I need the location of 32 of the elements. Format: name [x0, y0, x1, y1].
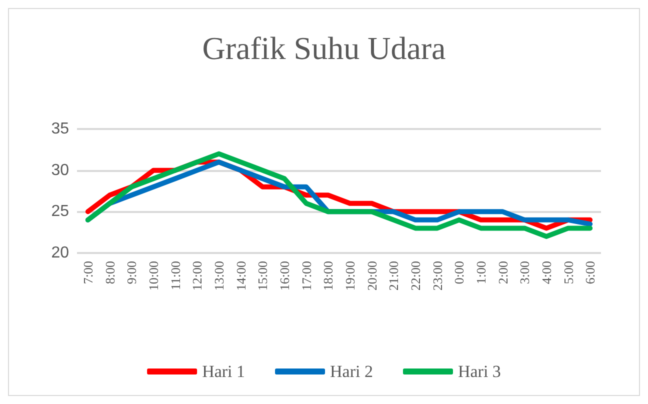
x-tick-label: 8:00 [102, 261, 118, 284]
x-tick-label: 20:00 [364, 261, 380, 291]
x-tick-label: 9:00 [124, 261, 140, 284]
x-tick-label: 15:00 [255, 261, 270, 291]
x-tick-label: 11:00 [168, 261, 183, 290]
x-tick-label: 5:00 [560, 261, 576, 284]
x-tick-label: 19:00 [342, 261, 358, 291]
legend-label: Hari 1 [202, 362, 246, 381]
x-tick-label: 14:00 [233, 261, 248, 291]
x-tick-label: 6:00 [582, 261, 598, 284]
x-tick-label: 16:00 [276, 261, 292, 291]
x-tick-label: 13:00 [211, 261, 226, 291]
x-tick-label: 23:00 [430, 261, 445, 291]
x-tick-label: 17:00 [298, 261, 314, 291]
x-tick-label: 7:00 [80, 261, 96, 284]
y-tick-label: 30 [51, 162, 70, 179]
chart-title: Grafik Suhu Udara [202, 30, 446, 66]
legend-label: Hari 2 [330, 362, 373, 381]
x-tick-label: 2:00 [495, 261, 510, 284]
x-tick-label: 10:00 [146, 261, 161, 291]
y-tick-label: 35 [51, 120, 70, 138]
legend-label: Hari 3 [458, 362, 501, 381]
y-tick-label: 25 [51, 203, 70, 220]
y-tick-label: 20 [51, 244, 70, 262]
x-tick-label: 4:00 [538, 261, 554, 284]
x-tick-label: 18:00 [320, 261, 336, 291]
x-tick-label: 3:00 [517, 261, 532, 284]
x-tick-label: 22:00 [408, 261, 423, 291]
x-tick-label: 0:00 [452, 261, 467, 284]
x-tick-label: 21:00 [386, 261, 402, 291]
x-tick-label: 12:00 [190, 261, 205, 291]
x-tick-label: 1:00 [473, 261, 488, 284]
